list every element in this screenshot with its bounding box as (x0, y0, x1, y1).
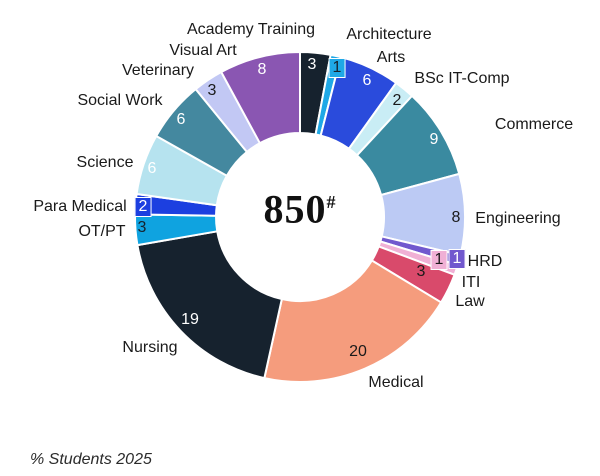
category-label-nursing: Nursing (122, 339, 178, 356)
value-label-nursing: 19 (181, 311, 199, 328)
value-label-social-work: 6 (176, 111, 186, 128)
chart-footnote: % Students 2025 (30, 451, 152, 468)
pie-slice-medical[interactable] (263, 259, 443, 383)
category-label-arts: Arts (376, 49, 406, 66)
category-label-para-medical: Para Medical (33, 198, 127, 215)
value-label-architecture: 1 (328, 58, 346, 78)
center-total: 850# (264, 186, 337, 233)
value-label-arts: 6 (362, 72, 372, 89)
category-label-engineering: Engineering (475, 210, 561, 227)
category-label-visual-art: Visual Art (169, 42, 237, 59)
value-label-commerce: 9 (429, 131, 439, 148)
category-label-law: Law (455, 293, 485, 310)
value-label-veterinary: 3 (207, 82, 217, 99)
pie-slice-visual-art[interactable] (220, 51, 301, 145)
value-label-medical: 20 (349, 343, 367, 360)
value-label-bsc-it-comp: 2 (392, 92, 402, 109)
category-label-academy-training: Academy Training (186, 21, 316, 38)
category-label-science: Science (76, 154, 134, 171)
value-label-hrd: 1 (448, 249, 466, 269)
category-label-commerce: Commerce (494, 116, 574, 133)
value-label-iti: 1 (430, 250, 448, 270)
category-label-ot-pt: OT/PT (78, 223, 126, 240)
pie-slice-nursing[interactable] (136, 230, 283, 380)
center-total-value: 850 (263, 186, 327, 232)
category-label-medical: Medical (368, 374, 424, 391)
value-label-law: 3 (416, 263, 426, 280)
value-label-academy-training: 3 (307, 56, 317, 73)
category-label-veterinary: Veterinary (121, 62, 195, 79)
value-label-para-medical: 2 (134, 197, 152, 217)
value-label-engineering: 8 (451, 209, 461, 226)
value-label-visual-art: 8 (257, 61, 267, 78)
center-total-superscript: # (326, 192, 337, 213)
value-label-ot-pt: 3 (137, 219, 147, 236)
category-label-social-work: Social Work (77, 92, 163, 109)
category-label-bsc-it-comp: BSc IT-Comp (414, 70, 510, 87)
value-label-science: 6 (147, 160, 157, 177)
category-label-architecture: Architecture (346, 26, 432, 43)
category-label-hrd: HRD (467, 253, 503, 270)
category-label-iti: ITI (461, 274, 481, 291)
